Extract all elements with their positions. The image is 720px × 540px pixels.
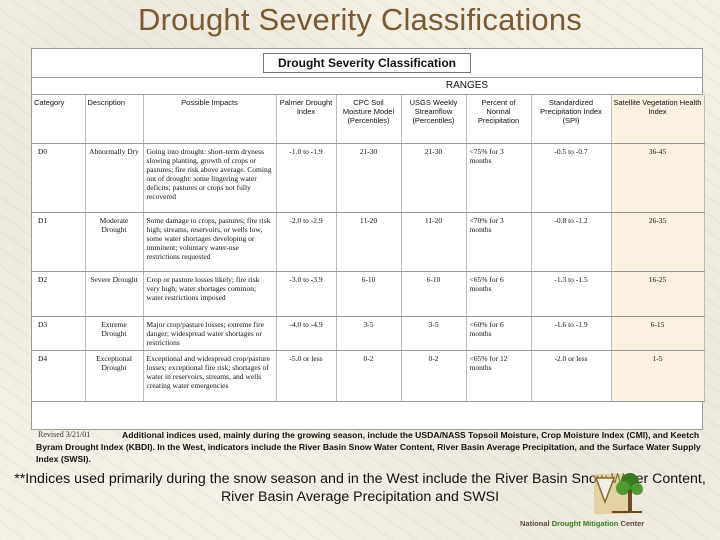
col-header: Palmer Drought Index [276,95,337,144]
cell-cpc: 6-10 [336,271,402,317]
table-heading: Drought Severity Classification [32,49,702,78]
ndmc-tree-logo-icon [594,473,643,514]
cell-spi: -2.0 or less [531,350,612,402]
cell-palmer: -4.0 to -4.9 [276,316,337,351]
cell-category: D4 [32,350,86,402]
cell-vhi: 16-25 [611,271,705,317]
cell-description: Exceptional Drought [85,350,144,402]
cell-vhi: 36-45 [611,143,705,213]
cell-cpc: 3-5 [336,316,402,351]
col-header: CPC Soil Moisture Model (Percentiles) [336,95,402,144]
cell-category: D0 [32,143,86,213]
cell-precip: <60% for 6 months [466,316,532,351]
cell-spi: -1.6 to -1.9 [531,316,612,351]
snow-season-footnote: **Indices used primarily during the snow… [14,471,706,505]
cell-impacts: Major crop/pasture losses; extreme fire … [143,316,277,351]
cell-cpc: 0-2 [336,350,402,402]
additional-indices-note: Additional indices used, mainly during t… [36,430,701,464]
cell-spi: -0.5 to -0.7 [531,143,612,213]
classification-table-panel: Drought Severity Classification RANGES C… [31,48,705,430]
classification-table: Category Description Possible Impacts Pa… [32,95,705,402]
cell-category: D3 [32,316,86,351]
cell-vhi: 6-15 [611,316,705,351]
table-row: D2 Severe Drought Crop or pasture losses… [32,271,705,317]
cell-description: Severe Drought [85,271,144,317]
cell-precip: <65% for 6 months [466,271,532,317]
table-row: D4 Exceptional Drought Exceptional and w… [32,350,705,402]
table-header-row: Category Description Possible Impacts Pa… [32,95,705,144]
cell-usgs: 6-10 [401,271,467,317]
cell-usgs: 3-5 [401,316,467,351]
cell-impacts: Exceptional and widespread crop/pasture … [143,350,277,402]
col-header: Percent of Normal Precipitation [466,95,532,144]
cell-palmer: -3.0 to -3.9 [276,271,337,317]
logo-part-drought-mitigation: Drought Mitigation [551,519,619,528]
col-header: Description [85,95,144,144]
cell-usgs: 11-20 [401,212,467,272]
cell-precip: <65% for 12 months [466,350,532,402]
cell-precip: <75% for 3 months [466,143,532,213]
revised-date: Revised 3/21/01 [38,430,91,439]
table-row: D1 Moderate Drought Some damage to crops… [32,212,705,272]
cell-impacts: Some damage to crops, pastures; fire ris… [143,212,277,272]
cell-vhi: 26-35 [611,212,705,272]
cell-cpc: 21-30 [336,143,402,213]
cell-palmer: -2.0 to -2.9 [276,212,337,272]
ranges-label: RANGES [32,78,702,95]
logo-part-center: Center [620,519,645,528]
table-row: D0 Abnormally Dry Going into drought: sh… [32,143,705,213]
cell-usgs: 0-2 [401,350,467,402]
cell-spi: -1.3 to -1.5 [531,271,612,317]
col-header: Possible Impacts [143,95,277,144]
col-header: Standardized Precipitation Index (SPI) [531,95,612,144]
table-row: D3 Extreme Drought Major crop/pasture lo… [32,316,705,351]
cell-palmer: -1.0 to -1.9 [276,143,337,213]
ndmc-logo-text: National Drought Mitigation Center [520,519,644,528]
cell-usgs: 21-30 [401,143,467,213]
cell-vhi: 1-5 [611,350,705,402]
cell-description: Extreme Drought [85,316,144,351]
slide-title: Drought Severity Classifications [137,2,583,37]
cell-category: D2 [32,271,86,317]
cell-description: Moderate Drought [85,212,144,272]
cell-cpc: 11-20 [336,212,402,272]
cell-description: Abnormally Dry [85,143,144,213]
logo-part-national: National [520,519,550,528]
cell-impacts: Crop or pasture losses likely; fire risk… [143,271,277,317]
cell-category: D1 [32,212,86,272]
cell-spi: -0.8 to -1.2 [531,212,612,272]
cell-palmer: -5.0 or less [276,350,337,402]
cell-impacts: Going into drought: short-term dryness s… [143,143,277,213]
col-header: USGS Weekly Streamflow (Percentiles) [401,95,467,144]
table-heading-label: Drought Severity Classification [262,53,472,73]
cell-precip: <70% for 3 months [466,212,532,272]
col-header: Satellite Vegetation Health Index [611,95,705,144]
col-header: Category [32,95,86,144]
